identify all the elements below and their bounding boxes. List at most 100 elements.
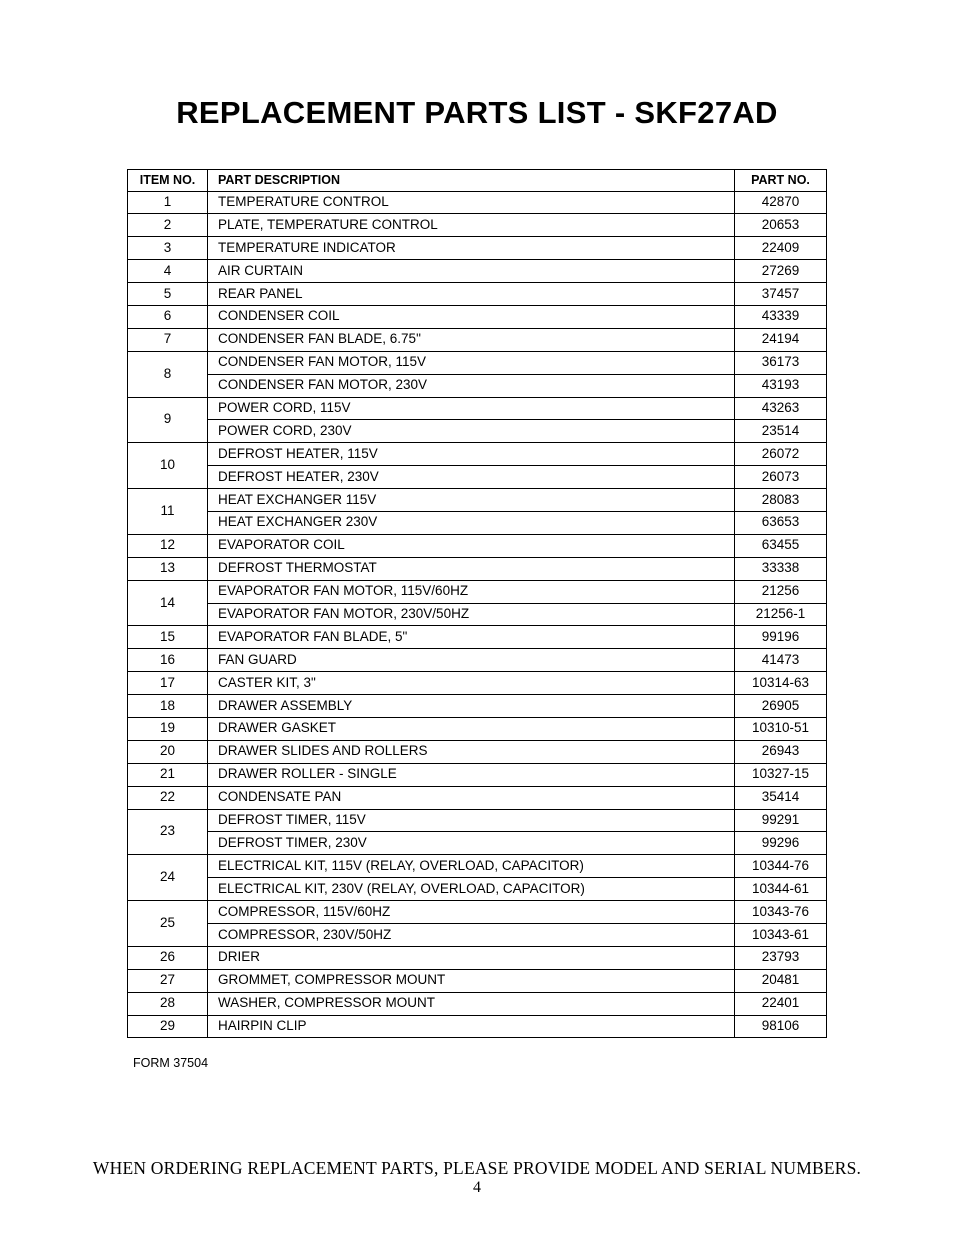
part-number-cell: 20653 [735, 214, 827, 237]
table-row: 1TEMPERATURE CONTROL42870 [128, 191, 827, 214]
table-row: 4AIR CURTAIN27269 [128, 260, 827, 283]
table-row: 11HEAT EXCHANGER 115V28083 [128, 489, 827, 512]
part-number-cell: 28083 [735, 489, 827, 512]
table-header-row: ITEM NO. PART DESCRIPTION PART NO. [128, 170, 827, 192]
table-row: 20DRAWER SLIDES AND ROLLERS26943 [128, 740, 827, 763]
table-row: 19DRAWER GASKET10310-51 [128, 717, 827, 740]
part-number-cell: 24194 [735, 328, 827, 351]
table-row: 22CONDENSATE PAN35414 [128, 786, 827, 809]
part-description-cell: DEFROST THERMOSTAT [208, 557, 735, 580]
table-row: 13DEFROST THERMOSTAT33338 [128, 557, 827, 580]
part-number-cell: 63653 [735, 511, 827, 534]
form-number: FORM 37504 [133, 1056, 827, 1070]
item-number-cell: 22 [128, 786, 208, 809]
parts-table-container: ITEM NO. PART DESCRIPTION PART NO. 1TEMP… [127, 169, 827, 1070]
item-number-cell: 24 [128, 855, 208, 901]
item-number-cell: 29 [128, 1015, 208, 1038]
table-row: 3TEMPERATURE INDICATOR22409 [128, 237, 827, 260]
table-row: DEFROST HEATER, 230V26073 [128, 466, 827, 489]
item-number-cell: 28 [128, 992, 208, 1015]
part-number-cell: 10310-51 [735, 717, 827, 740]
table-row: 23DEFROST TIMER, 115V99291 [128, 809, 827, 832]
part-description-cell: PLATE, TEMPERATURE CONTROL [208, 214, 735, 237]
table-row: 18DRAWER ASSEMBLY26905 [128, 695, 827, 718]
part-description-cell: GROMMET, COMPRESSOR MOUNT [208, 969, 735, 992]
table-row: 12EVAPORATOR COIL63455 [128, 534, 827, 557]
part-number-cell: 35414 [735, 786, 827, 809]
item-number-cell: 12 [128, 534, 208, 557]
part-number-cell: 21256 [735, 580, 827, 603]
part-description-cell: CASTER KIT, 3" [208, 672, 735, 695]
item-number-cell: 21 [128, 763, 208, 786]
col-header-item: ITEM NO. [128, 170, 208, 192]
item-number-cell: 27 [128, 969, 208, 992]
part-description-cell: DRAWER ASSEMBLY [208, 695, 735, 718]
part-description-cell: CONDENSER COIL [208, 305, 735, 328]
part-number-cell: 20481 [735, 969, 827, 992]
item-number-cell: 23 [128, 809, 208, 855]
ordering-instruction: WHEN ORDERING REPLACEMENT PARTS, PLEASE … [60, 1158, 894, 1179]
part-description-cell: CONDENSATE PAN [208, 786, 735, 809]
item-number-cell: 11 [128, 489, 208, 535]
part-description-cell: FAN GUARD [208, 649, 735, 672]
item-number-cell: 25 [128, 901, 208, 947]
part-number-cell: 99196 [735, 626, 827, 649]
page-title: REPLACEMENT PARTS LIST - SKF27AD [60, 95, 894, 131]
part-description-cell: TEMPERATURE CONTROL [208, 191, 735, 214]
part-description-cell: POWER CORD, 230V [208, 420, 735, 443]
table-row: 2PLATE, TEMPERATURE CONTROL20653 [128, 214, 827, 237]
table-row: COMPRESSOR, 230V/50HZ10343-61 [128, 924, 827, 947]
part-number-cell: 41473 [735, 649, 827, 672]
part-description-cell: TEMPERATURE INDICATOR [208, 237, 735, 260]
table-row: 28WASHER, COMPRESSOR MOUNT22401 [128, 992, 827, 1015]
part-description-cell: ELECTRICAL KIT, 230V (RELAY, OVERLOAD, C… [208, 878, 735, 901]
part-description-cell: COMPRESSOR, 230V/50HZ [208, 924, 735, 947]
col-header-part: PART NO. [735, 170, 827, 192]
part-number-cell: 10344-76 [735, 855, 827, 878]
part-description-cell: REAR PANEL [208, 283, 735, 306]
part-description-cell: DRAWER GASKET [208, 717, 735, 740]
part-description-cell: EVAPORATOR COIL [208, 534, 735, 557]
part-number-cell: 10344-61 [735, 878, 827, 901]
part-number-cell: 23514 [735, 420, 827, 443]
item-number-cell: 9 [128, 397, 208, 443]
part-number-cell: 37457 [735, 283, 827, 306]
item-number-cell: 10 [128, 443, 208, 489]
table-row: DEFROST TIMER, 230V99296 [128, 832, 827, 855]
table-row: 21DRAWER ROLLER - SINGLE10327-15 [128, 763, 827, 786]
part-description-cell: CONDENSER FAN MOTOR, 230V [208, 374, 735, 397]
col-header-desc: PART DESCRIPTION [208, 170, 735, 192]
part-description-cell: WASHER, COMPRESSOR MOUNT [208, 992, 735, 1015]
part-number-cell: 33338 [735, 557, 827, 580]
item-number-cell: 18 [128, 695, 208, 718]
part-number-cell: 22409 [735, 237, 827, 260]
item-number-cell: 15 [128, 626, 208, 649]
parts-table: ITEM NO. PART DESCRIPTION PART NO. 1TEMP… [127, 169, 827, 1038]
table-row: 25COMPRESSOR, 115V/60HZ10343-76 [128, 901, 827, 924]
part-number-cell: 42870 [735, 191, 827, 214]
item-number-cell: 1 [128, 191, 208, 214]
table-row: EVAPORATOR FAN MOTOR, 230V/50HZ21256-1 [128, 603, 827, 626]
part-description-cell: AIR CURTAIN [208, 260, 735, 283]
part-number-cell: 27269 [735, 260, 827, 283]
table-row: 24ELECTRICAL KIT, 115V (RELAY, OVERLOAD,… [128, 855, 827, 878]
part-description-cell: DRAWER ROLLER - SINGLE [208, 763, 735, 786]
item-number-cell: 5 [128, 283, 208, 306]
part-number-cell: 26905 [735, 695, 827, 718]
part-number-cell: 63455 [735, 534, 827, 557]
part-description-cell: HEAT EXCHANGER 115V [208, 489, 735, 512]
part-description-cell: DEFROST TIMER, 115V [208, 809, 735, 832]
table-row: 17CASTER KIT, 3"10314-63 [128, 672, 827, 695]
part-number-cell: 26073 [735, 466, 827, 489]
table-row: 16FAN GUARD41473 [128, 649, 827, 672]
table-row: HEAT EXCHANGER 230V63653 [128, 511, 827, 534]
part-number-cell: 10327-15 [735, 763, 827, 786]
item-number-cell: 20 [128, 740, 208, 763]
table-row: 5REAR PANEL37457 [128, 283, 827, 306]
part-description-cell: DRAWER SLIDES AND ROLLERS [208, 740, 735, 763]
part-description-cell: HAIRPIN CLIP [208, 1015, 735, 1038]
item-number-cell: 14 [128, 580, 208, 626]
item-number-cell: 6 [128, 305, 208, 328]
table-row: 7CONDENSER FAN BLADE, 6.75"24194 [128, 328, 827, 351]
part-number-cell: 10314-63 [735, 672, 827, 695]
